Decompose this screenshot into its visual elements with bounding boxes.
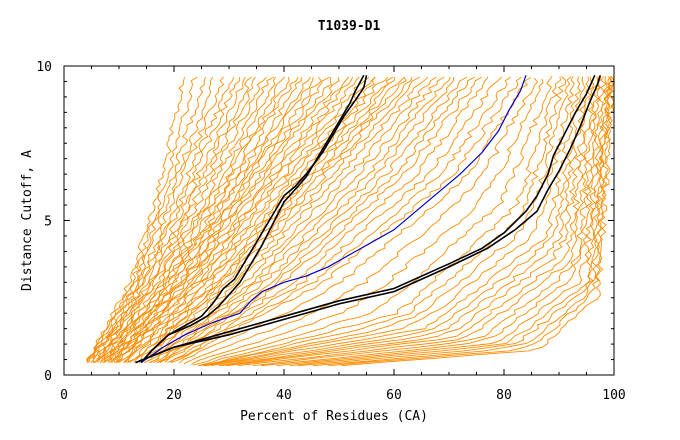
series-line-blue — [140, 75, 527, 364]
background-series-line — [94, 77, 241, 363]
background-series-line — [179, 77, 532, 364]
background-series-line — [237, 76, 600, 367]
x-tick-label: 20 — [166, 388, 182, 403]
background-series-line — [167, 76, 511, 364]
background-series-line — [92, 76, 225, 363]
background-series-line — [103, 77, 302, 364]
background-series-line — [111, 76, 330, 363]
background-series-line — [99, 76, 286, 363]
chart-title: T1039-D1 — [318, 19, 381, 34]
y-axis-label: Distance Cutoff, A — [20, 150, 35, 291]
background-series-line — [88, 76, 214, 363]
background-series-line — [139, 76, 407, 363]
background-series-line — [144, 76, 437, 364]
background-series-line — [159, 76, 483, 363]
background-series-line — [93, 76, 252, 363]
background-series-line — [90, 76, 235, 363]
background-series-line — [124, 76, 376, 363]
x-tick-label: 100 — [602, 388, 625, 403]
x-tick-label: 40 — [276, 388, 292, 403]
background-series-line — [118, 76, 370, 363]
background-series-line — [109, 76, 322, 363]
background-series-line — [197, 76, 562, 367]
series-line-black-right-b — [135, 75, 602, 364]
background-series-line — [112, 77, 332, 363]
background-series-line — [164, 76, 489, 363]
y-tick-label: 5 — [44, 215, 52, 230]
background-series-line — [156, 76, 468, 364]
background-series-line — [114, 77, 340, 363]
background-series-line — [252, 76, 602, 367]
x-tick-label: 80 — [496, 388, 512, 403]
y-tick-label: 0 — [44, 369, 52, 384]
background-series-line — [157, 76, 475, 364]
background-series-line — [190, 78, 544, 365]
x-tick-label: 0 — [60, 388, 68, 403]
background-series-line — [328, 76, 614, 367]
background-series-line — [98, 76, 267, 363]
series-line-black-left-b — [140, 74, 365, 364]
background-series-line — [153, 77, 455, 364]
background-series-line — [170, 76, 522, 364]
x-axis-label: Percent of Residues (CA) — [240, 409, 428, 424]
background-series-line — [276, 76, 609, 367]
series-line-black-right-a — [135, 74, 596, 364]
background-series-line — [92, 76, 246, 363]
background-series-line — [183, 77, 539, 365]
background-series-line — [107, 76, 311, 363]
background-series-line — [123, 76, 376, 363]
background-series-line — [103, 76, 276, 363]
background-series-line — [100, 76, 275, 363]
background-series-line — [103, 76, 299, 363]
background-series-line — [141, 76, 413, 363]
background-series-line — [86, 76, 186, 363]
background-series-line — [192, 75, 553, 366]
background-series-line — [170, 76, 503, 363]
background-series-line — [127, 76, 389, 363]
background-series-line — [206, 76, 575, 367]
background-series-line — [116, 76, 354, 363]
background-series-line — [297, 76, 613, 367]
background-series-line — [260, 76, 607, 367]
background-series-line — [149, 76, 451, 364]
background-series-line — [221, 76, 595, 367]
background-series-line — [126, 76, 394, 364]
background-series-line — [211, 76, 586, 367]
background-series-line — [226, 76, 599, 367]
series-line-black-left-a — [140, 75, 368, 364]
background-series-line — [199, 76, 566, 367]
background-series-line — [341, 76, 614, 367]
x-tick-label: 60 — [386, 388, 402, 403]
background-series-line — [116, 76, 360, 363]
background-series-line — [218, 76, 590, 367]
y-tick-label: 10 — [36, 60, 52, 75]
background-series-line — [142, 76, 421, 363]
